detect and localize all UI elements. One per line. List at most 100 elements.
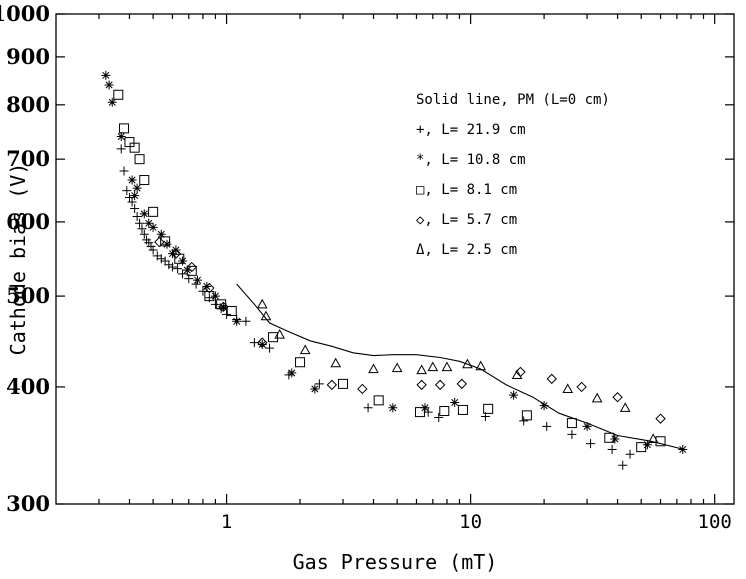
data-point xyxy=(607,444,617,454)
data-point xyxy=(582,421,592,431)
data-point xyxy=(625,449,635,459)
data-point xyxy=(119,123,130,134)
data-point xyxy=(373,395,384,406)
data-point xyxy=(388,403,398,413)
y-tick-label: 700 xyxy=(6,146,50,171)
data-point xyxy=(655,413,666,424)
data-point xyxy=(222,309,232,319)
y-tick-label: 300 xyxy=(6,491,50,516)
data-point xyxy=(509,390,519,400)
data-point xyxy=(456,378,467,390)
legend: Solid line, PM (L=0 cm) +, L= 21.9 cm *, L… xyxy=(416,92,610,258)
data-point xyxy=(566,418,577,429)
data-point xyxy=(139,229,149,239)
data-point xyxy=(167,262,177,272)
data-point xyxy=(144,218,154,228)
data-point xyxy=(439,406,450,417)
legend-entry: *, L= 10.8 cm xyxy=(416,152,526,168)
data-point xyxy=(210,299,220,309)
data-point xyxy=(204,291,215,302)
data-point xyxy=(226,306,237,317)
data-point xyxy=(186,261,197,273)
series-l-57 xyxy=(154,236,666,424)
data-point xyxy=(391,362,403,373)
data-point xyxy=(265,343,275,353)
y-tick-label: 900 xyxy=(6,44,50,69)
data-point xyxy=(542,421,552,431)
data-point xyxy=(546,373,557,385)
data-point xyxy=(420,403,430,413)
data-point xyxy=(146,241,156,251)
data-point xyxy=(130,204,140,214)
legend-entry: +, L= 21.9 cm xyxy=(416,122,526,138)
data-point xyxy=(186,265,197,276)
data-point xyxy=(178,269,188,279)
data-point xyxy=(457,404,468,415)
data-point xyxy=(122,186,132,196)
y-axis-label: Cathode bias (V) xyxy=(6,163,30,356)
series-l-81 xyxy=(113,89,666,453)
data-point xyxy=(218,302,228,312)
data-point xyxy=(519,416,529,426)
data-point xyxy=(129,142,140,153)
data-point xyxy=(104,80,114,90)
data-point xyxy=(139,175,150,186)
data-point xyxy=(612,392,623,403)
legend-entry: Δ, L= 2.5 cm xyxy=(416,242,517,258)
data-point xyxy=(160,236,171,247)
data-point xyxy=(655,436,666,447)
series-l-108 xyxy=(101,70,688,454)
data-point xyxy=(368,363,379,374)
data-point xyxy=(241,316,251,326)
data-point xyxy=(257,339,267,349)
data-point xyxy=(586,439,596,449)
data-point xyxy=(256,298,268,309)
legend-entry: □, L= 8.1 cm xyxy=(416,182,517,198)
data-point xyxy=(441,361,453,372)
x-axis: 1 10 100 xyxy=(98,14,732,533)
data-point xyxy=(162,239,172,249)
data-point xyxy=(148,222,158,232)
data-point xyxy=(567,429,577,439)
y-tick-label: 500 xyxy=(6,283,50,308)
data-point xyxy=(135,218,145,228)
data-point xyxy=(299,344,311,355)
data-point xyxy=(636,442,647,453)
data-point xyxy=(326,379,338,391)
data-point xyxy=(363,403,373,413)
data-point xyxy=(127,197,137,207)
data-point xyxy=(521,410,532,421)
x-tick-label: 10 xyxy=(459,511,482,533)
plot-frame xyxy=(55,13,735,505)
data-point xyxy=(604,432,615,443)
data-point xyxy=(414,407,425,418)
data-point xyxy=(171,245,181,255)
data-point xyxy=(218,301,229,313)
x-axis-label: Gas Pressure (mT) xyxy=(293,550,498,574)
series-l-219 xyxy=(116,144,635,470)
data-point xyxy=(101,70,111,80)
data-point xyxy=(515,366,526,378)
data-point xyxy=(642,440,652,450)
data-point xyxy=(210,291,220,301)
data-point xyxy=(450,397,460,407)
data-point xyxy=(591,392,603,403)
data-point xyxy=(116,144,126,154)
data-point xyxy=(164,260,174,270)
data-point xyxy=(618,460,628,470)
data-point xyxy=(160,256,170,266)
series-l-25 xyxy=(256,298,659,444)
data-point xyxy=(156,229,166,239)
data-point xyxy=(287,368,297,378)
data-point xyxy=(268,332,279,343)
data-point xyxy=(116,132,126,142)
data-point xyxy=(127,175,137,185)
data-point xyxy=(173,264,183,274)
data-series xyxy=(101,70,688,470)
data-point xyxy=(610,434,620,444)
y-tick-label: 400 xyxy=(6,374,50,399)
y-tick-label: 1000 xyxy=(0,1,50,26)
data-point xyxy=(137,224,147,234)
data-point xyxy=(539,401,549,411)
data-point xyxy=(124,137,135,148)
